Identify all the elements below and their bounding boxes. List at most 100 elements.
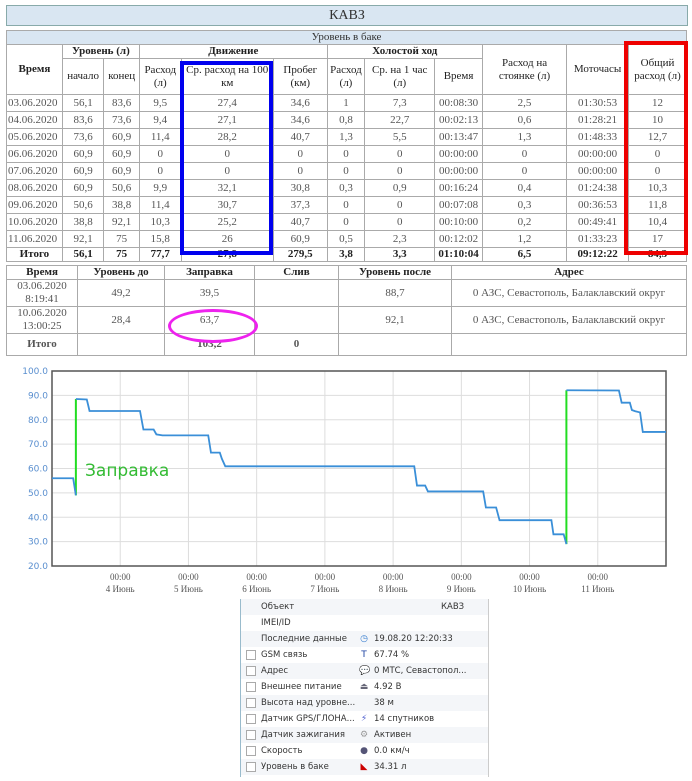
info-value: 19.08.20 12:20:33	[374, 634, 453, 644]
cell: 50,6	[103, 179, 140, 197]
row-checkbox[interactable]	[246, 762, 256, 772]
cell: 50,6	[61, 196, 105, 214]
row-checkbox[interactable]	[246, 714, 256, 724]
table-row: 03.06.2020 56,1 83,6 9,5 27,4 34,6 1 7,3 00:08:3…	[6, 94, 687, 112]
col-idle-avg: Ср. на 1 час (л)	[364, 58, 436, 95]
cell: 0	[272, 145, 328, 163]
cell: 0,3	[481, 196, 568, 214]
y-tick-label: 30.0	[28, 538, 48, 548]
address: 0 АЗС, Севастополь, Балаклавский округ	[451, 306, 687, 334]
cell: 83,6	[61, 111, 105, 129]
cell: 0	[326, 145, 366, 163]
x-tick-time: 00:00	[315, 572, 336, 582]
col-parking: Расход на стоянке (л)	[481, 44, 568, 95]
cell: 60,9	[103, 145, 140, 163]
cell: 00:10:00	[434, 213, 483, 231]
row-checkbox[interactable]	[246, 666, 256, 676]
row-checkbox[interactable]	[246, 746, 256, 756]
col-idle-cons: Расход (л)	[326, 58, 366, 95]
total-cell: 75	[103, 247, 140, 262]
x-tick-date: 5 Июнь	[174, 584, 203, 594]
row-checkbox[interactable]	[246, 650, 256, 660]
drain-amount	[254, 306, 339, 334]
col-level-after: Уровень после	[338, 265, 452, 280]
cell: 25,2	[180, 213, 274, 231]
cell: 27,1	[180, 111, 274, 129]
cell: 0,6	[481, 111, 568, 129]
cell: 0	[180, 162, 274, 180]
cell: 00:16:24	[434, 179, 483, 197]
refuel-table: Время Уровень до Заправка Слив Уровень п…	[6, 265, 687, 356]
cell: 05.06.2020	[6, 128, 63, 146]
col-idle-time: Время	[434, 58, 483, 95]
fuel-summary-table: Уровень в баке Время Уровень (л) Движени…	[6, 30, 687, 262]
cell: 0	[272, 162, 328, 180]
col-mv-cons: Расход (л)	[138, 58, 182, 95]
cell: 0	[326, 162, 366, 180]
cell: 73,6	[103, 111, 140, 129]
fuel-level-line	[75, 398, 568, 545]
cell: 17	[628, 230, 687, 248]
cell: 12	[628, 94, 687, 112]
cell: 01:28:21	[566, 111, 630, 129]
table-row: 10.06.2020 38,8 92,1 10,3 25,2 40,7 0 0 00:10:00…	[6, 213, 687, 231]
row-checkbox[interactable]	[246, 730, 256, 740]
y-tick-label: 40.0	[28, 513, 48, 523]
cell: 60,9	[272, 230, 328, 248]
info-row: Высота над уровне... 38 м	[241, 695, 488, 711]
refuel-amount: 39,5	[164, 279, 255, 307]
table-row: 05.06.2020 73,6 60,9 11,4 28,2 40,7 1,3 5,5 00:1…	[6, 128, 687, 146]
info-label: Адрес	[261, 666, 288, 676]
table-row: 06.06.2020 60,9 60,9 0 0 0 0 0 00:00:00 0 00:00:00…	[6, 145, 687, 163]
x-tick-time: 00:00	[178, 572, 199, 582]
cell: 1,2	[481, 230, 568, 248]
info-label: Последние данные	[261, 634, 347, 644]
row-checkbox[interactable]	[246, 682, 256, 692]
table-row: 04.06.2020 83,6 73,6 9,4 27,1 34,6 0,8 22,7 00:0…	[6, 111, 687, 129]
table-row: 08.06.2020 60,9 50,6 9,9 32,1 30,8 0,3 0,9 00:16…	[6, 179, 687, 197]
cell: 09.06.2020	[6, 196, 63, 214]
cell: 0	[180, 145, 274, 163]
info-row: Датчик GPS/ГЛОНА... ⚡ 14 спутников	[241, 711, 488, 727]
info-label: Датчик GPS/ГЛОНА...	[261, 714, 355, 724]
col-engine-hours: Моточасы	[566, 44, 630, 95]
cell: 92,1	[61, 230, 105, 248]
x-tick-date: 8 Июнь	[379, 584, 408, 594]
fuel-level-chart: 20.0 30.0 40.0 50.0 60.0 70.0 80.0 90.0 100.0 00:…	[22, 367, 667, 594]
cell: 00:08:30	[434, 94, 483, 112]
cell: 00:02:13	[434, 111, 483, 129]
info-value: 67.74 %	[374, 650, 410, 660]
cell: 10,3	[138, 213, 182, 231]
cell: 34,6	[272, 94, 328, 112]
cell: 04.06.2020	[6, 111, 63, 129]
cell: 00:00:00	[566, 162, 630, 180]
total-row: Итого 56,1 75 77,7 27,8 279,5 3,8 3,3 01:10:04 6,…	[6, 247, 687, 262]
cell: 9,5	[138, 94, 182, 112]
total-cell: 6,5	[481, 247, 568, 262]
y-tick-label: 70.0	[28, 440, 48, 450]
cell: 0	[364, 213, 436, 231]
refuel-annotation: Заправка	[85, 461, 169, 481]
x-tick-time: 00:00	[588, 572, 609, 582]
power-icon: ⏏	[359, 682, 369, 692]
cell: 26	[180, 230, 274, 248]
info-row: Уровень в баке ◣ 34.31 л	[241, 759, 488, 775]
cell: 0	[628, 145, 687, 163]
vehicle-title: КАВЗ	[6, 5, 688, 26]
cell: 00:00:00	[434, 145, 483, 163]
cell: 00:49:41	[566, 213, 630, 231]
info-value: КАВЗ	[441, 602, 465, 612]
cell: 75	[103, 230, 140, 248]
cell: 38,8	[103, 196, 140, 214]
cell: 0	[364, 145, 436, 163]
info-row: Датчик зажигания ⚙ Активен	[241, 727, 488, 743]
cell: 40,7	[272, 213, 328, 231]
plot-frame	[51, 370, 667, 567]
cell: 28,2	[180, 128, 274, 146]
row-checkbox[interactable]	[246, 698, 256, 708]
col-mv-avg: Ср. расход на 100 км	[180, 58, 274, 95]
cell: 34,6	[272, 111, 328, 129]
cell: 00:12:02	[434, 230, 483, 248]
info-row: Последние данные ◷ 19.08.20 12:20:33	[241, 631, 488, 647]
cell: 10	[628, 111, 687, 129]
